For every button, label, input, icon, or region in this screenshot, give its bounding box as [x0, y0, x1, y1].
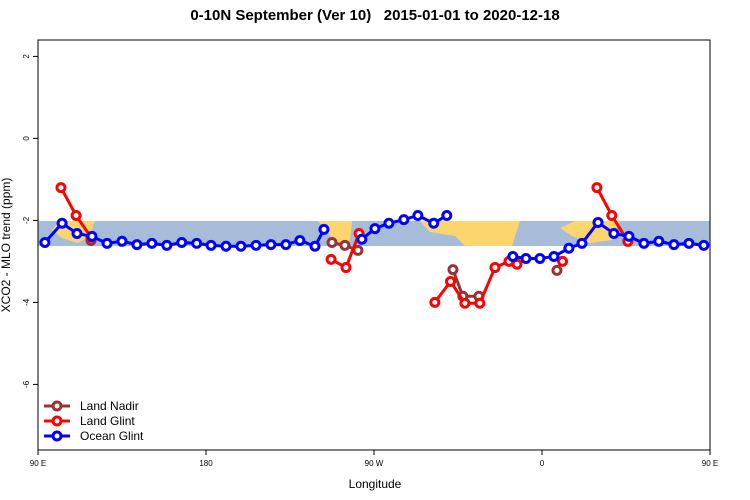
point	[683, 237, 695, 249]
chart-title: 0-10N September (Ver 10) 2015-01-01 to 2…	[190, 7, 559, 24]
point	[235, 240, 247, 252]
point	[250, 239, 262, 251]
x-tick-label: 90 E	[30, 459, 46, 468]
point	[591, 182, 603, 194]
point	[70, 209, 82, 221]
point	[608, 228, 620, 240]
point	[653, 235, 665, 247]
point	[369, 223, 381, 235]
point	[39, 237, 51, 249]
point	[412, 209, 424, 221]
point	[176, 237, 188, 249]
point	[220, 240, 232, 252]
y-tick-label: -2	[22, 216, 31, 224]
point	[698, 239, 710, 251]
point	[146, 237, 158, 249]
point	[638, 237, 650, 249]
series-line	[332, 241, 628, 296]
y-tick-label: 0	[22, 136, 31, 141]
point	[205, 239, 217, 251]
point	[429, 296, 441, 308]
point	[325, 253, 337, 265]
legend-label: Land Glint	[80, 414, 135, 428]
point	[265, 239, 277, 251]
point	[318, 223, 330, 235]
point	[56, 217, 68, 229]
y-tick-label: -6	[22, 380, 31, 388]
x-tick-label: 0	[540, 459, 545, 468]
point	[445, 275, 457, 287]
point	[623, 230, 635, 242]
point	[101, 237, 113, 249]
land-patch	[420, 221, 520, 246]
legend-marker	[51, 430, 63, 442]
point	[383, 217, 395, 229]
x-tick-label: 90 E	[702, 459, 718, 468]
point	[474, 297, 486, 309]
point	[161, 239, 173, 251]
point	[489, 262, 501, 274]
point	[557, 255, 569, 267]
point	[356, 233, 368, 245]
point	[592, 216, 604, 228]
point	[326, 237, 338, 249]
y-axis-label: XCO2 - MLO trend (ppm)	[0, 178, 13, 313]
x-tick-label: 180	[199, 459, 213, 468]
point	[447, 264, 459, 276]
point	[551, 264, 563, 276]
legend-label: Land Nadir	[80, 399, 139, 413]
point	[428, 217, 440, 229]
point	[668, 239, 680, 251]
point	[340, 262, 352, 274]
point	[339, 239, 351, 251]
point	[86, 230, 98, 242]
point	[191, 237, 203, 249]
point	[534, 253, 546, 265]
point	[576, 237, 588, 249]
point	[441, 209, 453, 221]
point	[520, 253, 532, 265]
point	[548, 250, 560, 262]
point	[294, 234, 306, 246]
point	[71, 228, 83, 240]
point	[280, 239, 292, 251]
point	[606, 209, 618, 221]
point	[507, 250, 519, 262]
point	[116, 235, 128, 247]
point	[563, 242, 575, 254]
point	[55, 182, 67, 194]
point	[131, 239, 143, 251]
point	[511, 258, 523, 270]
legend-label: Ocean Glint	[80, 429, 144, 443]
legend-marker	[51, 400, 63, 412]
legend-marker	[51, 415, 63, 427]
y-tick-label: 2	[22, 54, 31, 59]
point	[309, 240, 321, 252]
y-tick-label: -4	[22, 298, 31, 306]
x-tick-label: 90 W	[365, 459, 384, 468]
point	[459, 297, 471, 309]
point	[398, 214, 410, 226]
x-axis-label: Longitude	[349, 477, 402, 491]
